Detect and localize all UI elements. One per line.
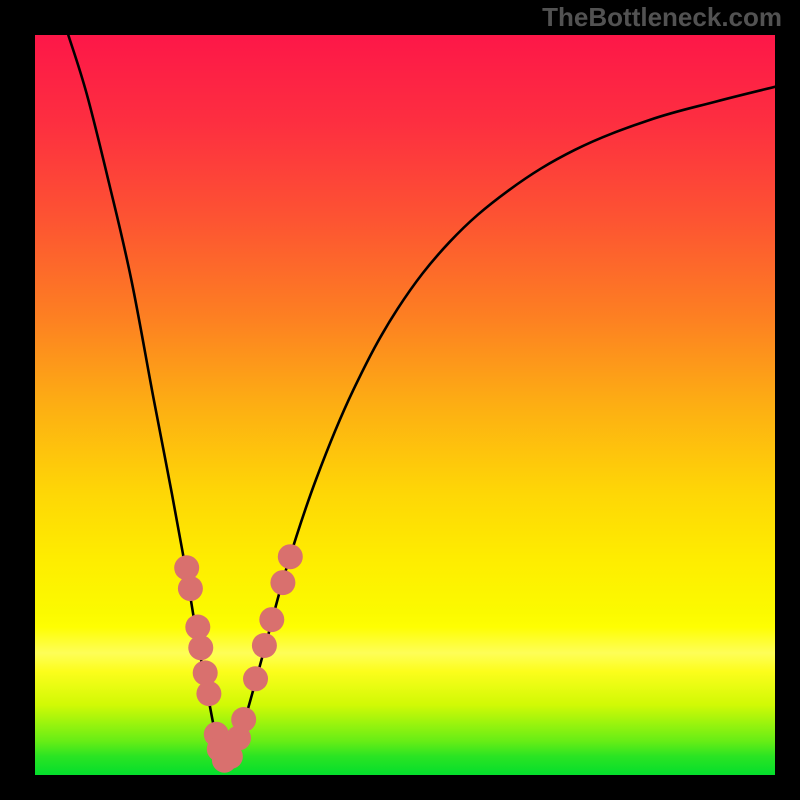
curve-right-branch	[224, 87, 775, 764]
marker-dot	[196, 681, 221, 706]
marker-dot	[243, 666, 268, 691]
marker-dot	[270, 570, 295, 595]
marker-dot	[259, 607, 284, 632]
marker-dot	[174, 555, 199, 580]
marker-group	[174, 544, 303, 773]
marker-dot	[188, 635, 213, 660]
marker-dot	[252, 633, 277, 658]
watermark-text: TheBottleneck.com	[542, 2, 782, 33]
chart-svg	[35, 35, 775, 775]
marker-dot	[278, 544, 303, 569]
plot-area	[35, 35, 775, 775]
marker-dot	[193, 660, 218, 685]
marker-dot	[231, 707, 256, 732]
marker-dot	[178, 576, 203, 601]
